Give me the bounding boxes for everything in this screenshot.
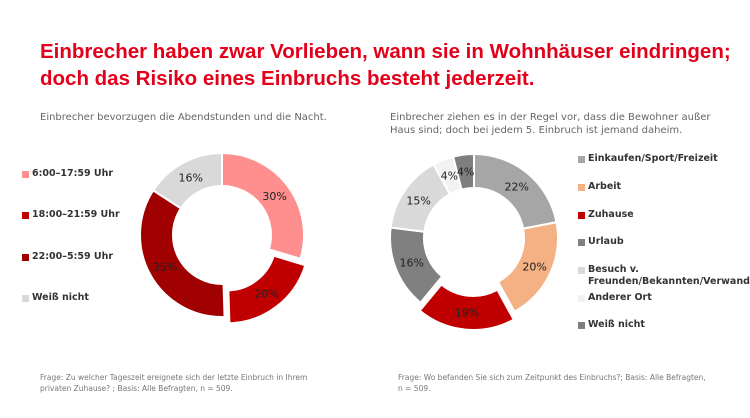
data-label: 15% [406,194,430,207]
legend-label: 22:00–5:59 Uhr [32,251,114,262]
donut-slice [221,151,305,261]
legend-swatch [22,295,29,302]
right-footnote: Frage: Wo befanden Sie sich zum Zeitpunk… [398,373,706,393]
data-label: 20% [254,287,278,300]
data-label: 4% [441,170,458,183]
data-label: 20% [522,261,546,274]
legend-swatch [578,295,585,302]
legend-item: Urlaub [578,236,748,248]
legend-item: Zuhause [578,209,748,221]
legend-swatch [578,267,585,274]
legend-swatch [22,171,29,178]
data-label: 16% [179,171,203,184]
right-subtitle: Einbrecher ziehen es in der Regel vor, d… [390,112,711,136]
donut-slice [496,221,559,313]
left-subtitle: Einbrecher bevorzugen die Abendstunden u… [40,112,327,123]
legend-item: Einkaufen/Sport/Freizeit [578,153,748,165]
data-label: 19% [455,307,479,320]
legend-item: 6:00–17:59 Uhr [22,168,113,180]
legend-swatch [578,212,585,219]
legend-item: 18:00–21:59 Uhr [22,209,120,221]
legend-label: Einkaufen/Sport/Freizeit [588,153,718,164]
legend-item: Weiß nicht [578,319,748,331]
donut-slice [418,283,516,331]
donut-slice [139,188,226,318]
legend-label: Weiß nicht [588,319,645,330]
data-label: 30% [262,190,286,203]
legend-label: Zuhause [588,209,634,220]
legend-swatch [22,254,29,261]
data-label: 16% [399,257,423,270]
legend-swatch [578,239,585,246]
donut-slice [151,151,223,210]
legend-item: Besuch v. Freunden/Bekannten/Verwandten [578,264,750,288]
legend-label: 6:00–17:59 Uhr [32,168,114,179]
legend-swatch [578,322,585,329]
legend-swatch [578,156,585,163]
legend-item: 22:00–5:59 Uhr [22,251,113,263]
legend-label: 18:00–21:59 Uhr [32,209,120,220]
legend-item: Anderer Ort [578,292,748,304]
data-label: 4% [457,166,474,179]
legend-label: Weiß nicht [32,292,89,303]
page-title: Einbrecher haben zwar Vorlieben, wann si… [40,40,731,90]
legend-swatch [578,184,585,191]
data-label: 35% [153,261,177,274]
legend-label: Besuch v. Freunden/Bekannten/Verwandten [588,264,750,287]
legend-label: Arbeit [588,181,622,192]
left-footnote: Frage: Zu welcher Tageszeit ereignete si… [40,373,308,393]
legend-item: Arbeit [578,181,748,193]
data-label: 22% [504,180,528,193]
legend-item: Weiß nicht [22,292,89,304]
legend-swatch [22,212,29,219]
donut-slice [451,152,475,191]
legend-label: Urlaub [588,236,624,247]
donut-slice [227,254,307,325]
legend-label: Anderer Ort [588,292,652,303]
